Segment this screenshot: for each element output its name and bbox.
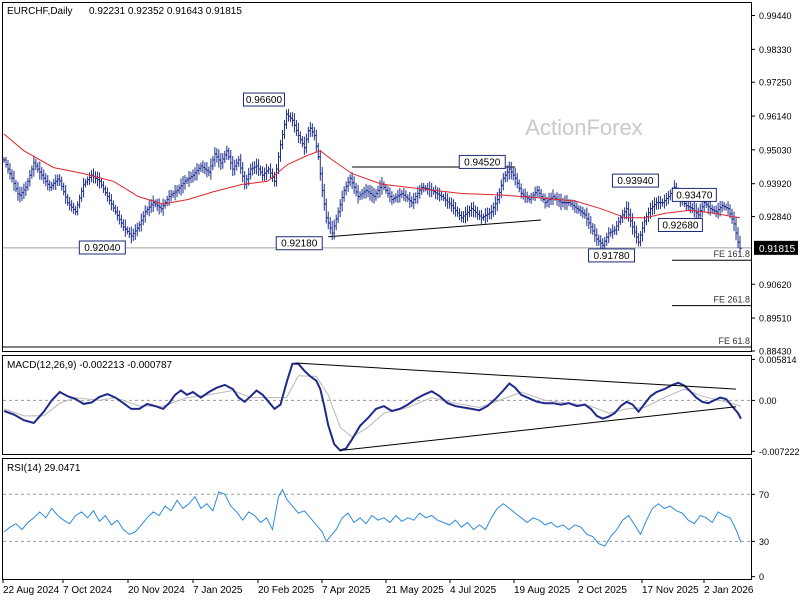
price-label-text: 0.94520 [464,157,501,168]
price-label-text: 0.91780 [593,251,630,262]
x-axis-tick-label: 21 May 2025 [386,585,444,596]
rsi-layer [3,488,751,547]
moving-average-layer [3,133,741,219]
macd-trendline [295,362,737,390]
price-label-text: 0.96600 [246,95,283,106]
rsi-y-tick-label: 0 [759,572,764,582]
price-y-tick-label: 0.90620 [759,280,792,290]
x-axis-tick-label: 7 Apr 2025 [322,585,371,596]
x-axis-tick-label: 17 Nov 2025 [642,585,699,596]
price-y-tick-label: 0.89510 [759,314,792,324]
x-axis-tick-label: 20 Feb 2025 [258,585,315,596]
macd-line [3,362,742,452]
x-axis-tick-label: 20 Nov 2024 [128,585,185,596]
macd-panel-title: MACD(12,26,9) -0.002213 -0.000787 [7,360,173,371]
macd-y-tick-label: 0.00 [759,396,777,406]
macd-y-tick-label: -0.007222 [759,447,800,457]
x-axis-tick-label: 19 Aug 2025 [514,585,571,596]
x-axis-tick-label: 2 Oct 2025 [578,585,627,596]
macd-layer [3,362,751,452]
price-label-box [611,173,659,188]
fe-level-label: FE 61.8 [718,336,750,346]
price-y-tick-label: 0.96140 [759,112,792,122]
axis-layer: 0.99440 0.98330 0.97250 0.96140 0.95030 0.939… [2,11,800,596]
price-label-text: 0.93470 [676,190,713,201]
fe-level-label: FE 161.8 [713,249,750,259]
price-y-tick-label: 0.97250 [759,78,792,88]
price-panel-title: EURCHF,Daily [7,6,73,17]
price-y-tick-label: 0.98330 [759,45,792,55]
price-label-box [671,187,717,202]
fe-level-label: FE 261.8 [713,295,750,305]
current-price-badge [754,240,798,255]
price-y-tick-label: 0.93920 [759,179,792,189]
macd-y-tick-label: 0.005814 [759,355,797,365]
price-label-box [657,217,703,232]
x-axis-tick-label: 22 Aug 2024 [3,585,60,596]
price-label-box [78,240,126,255]
moving-average-line [3,133,741,219]
price-label-box [588,248,636,263]
rsi-line [3,488,742,547]
macd-signal-line [3,375,742,438]
price-overlays: FE 161.8 FE 261.8 FE 61.8 [3,166,751,348]
price-label-text: 0.92680 [662,220,699,231]
rsi-y-tick-label: 30 [759,537,769,547]
x-axis-tick-label: 7 Oct 2024 [63,585,112,596]
x-axis-tick-label: 7 Jan 2025 [193,585,243,596]
macd-trendline [340,406,737,451]
price-trendline [328,219,542,238]
price-label-box [275,236,323,251]
watermark-text: ActionForex [525,115,642,140]
x-axis-tick-label: 4 Jul 2025 [450,585,497,596]
price-y-tick-label: 0.95030 [759,145,792,155]
price-y-tick-label: 0.92840 [759,212,792,222]
price-panel-ohlc: 0.92231 0.92352 0.91643 0.91815 [89,6,242,17]
price-label-text: 0.92040 [84,243,121,254]
price-label-box [242,92,285,107]
price-label-layer: 0.96600 0.94520 0.93940 0.93470 0.92680 0.920… [78,92,717,263]
x-axis-tick-label: 2 Jan 2026 [704,585,754,596]
rsi-y-tick-label: 70 [759,490,769,500]
current-price-label: 0.91815 [759,244,796,255]
price-label-text: 0.93940 [617,176,654,187]
price-y-tick-label: 0.99440 [759,11,792,21]
ohlc-bar [738,235,743,255]
price-label-text: 0.92180 [281,239,318,250]
rsi-panel-title: RSI(14) 29.0471 [7,463,81,474]
price-bars [2,108,743,255]
price-label-box [458,154,506,169]
price-y-tick-label: 0.88430 [759,347,792,357]
